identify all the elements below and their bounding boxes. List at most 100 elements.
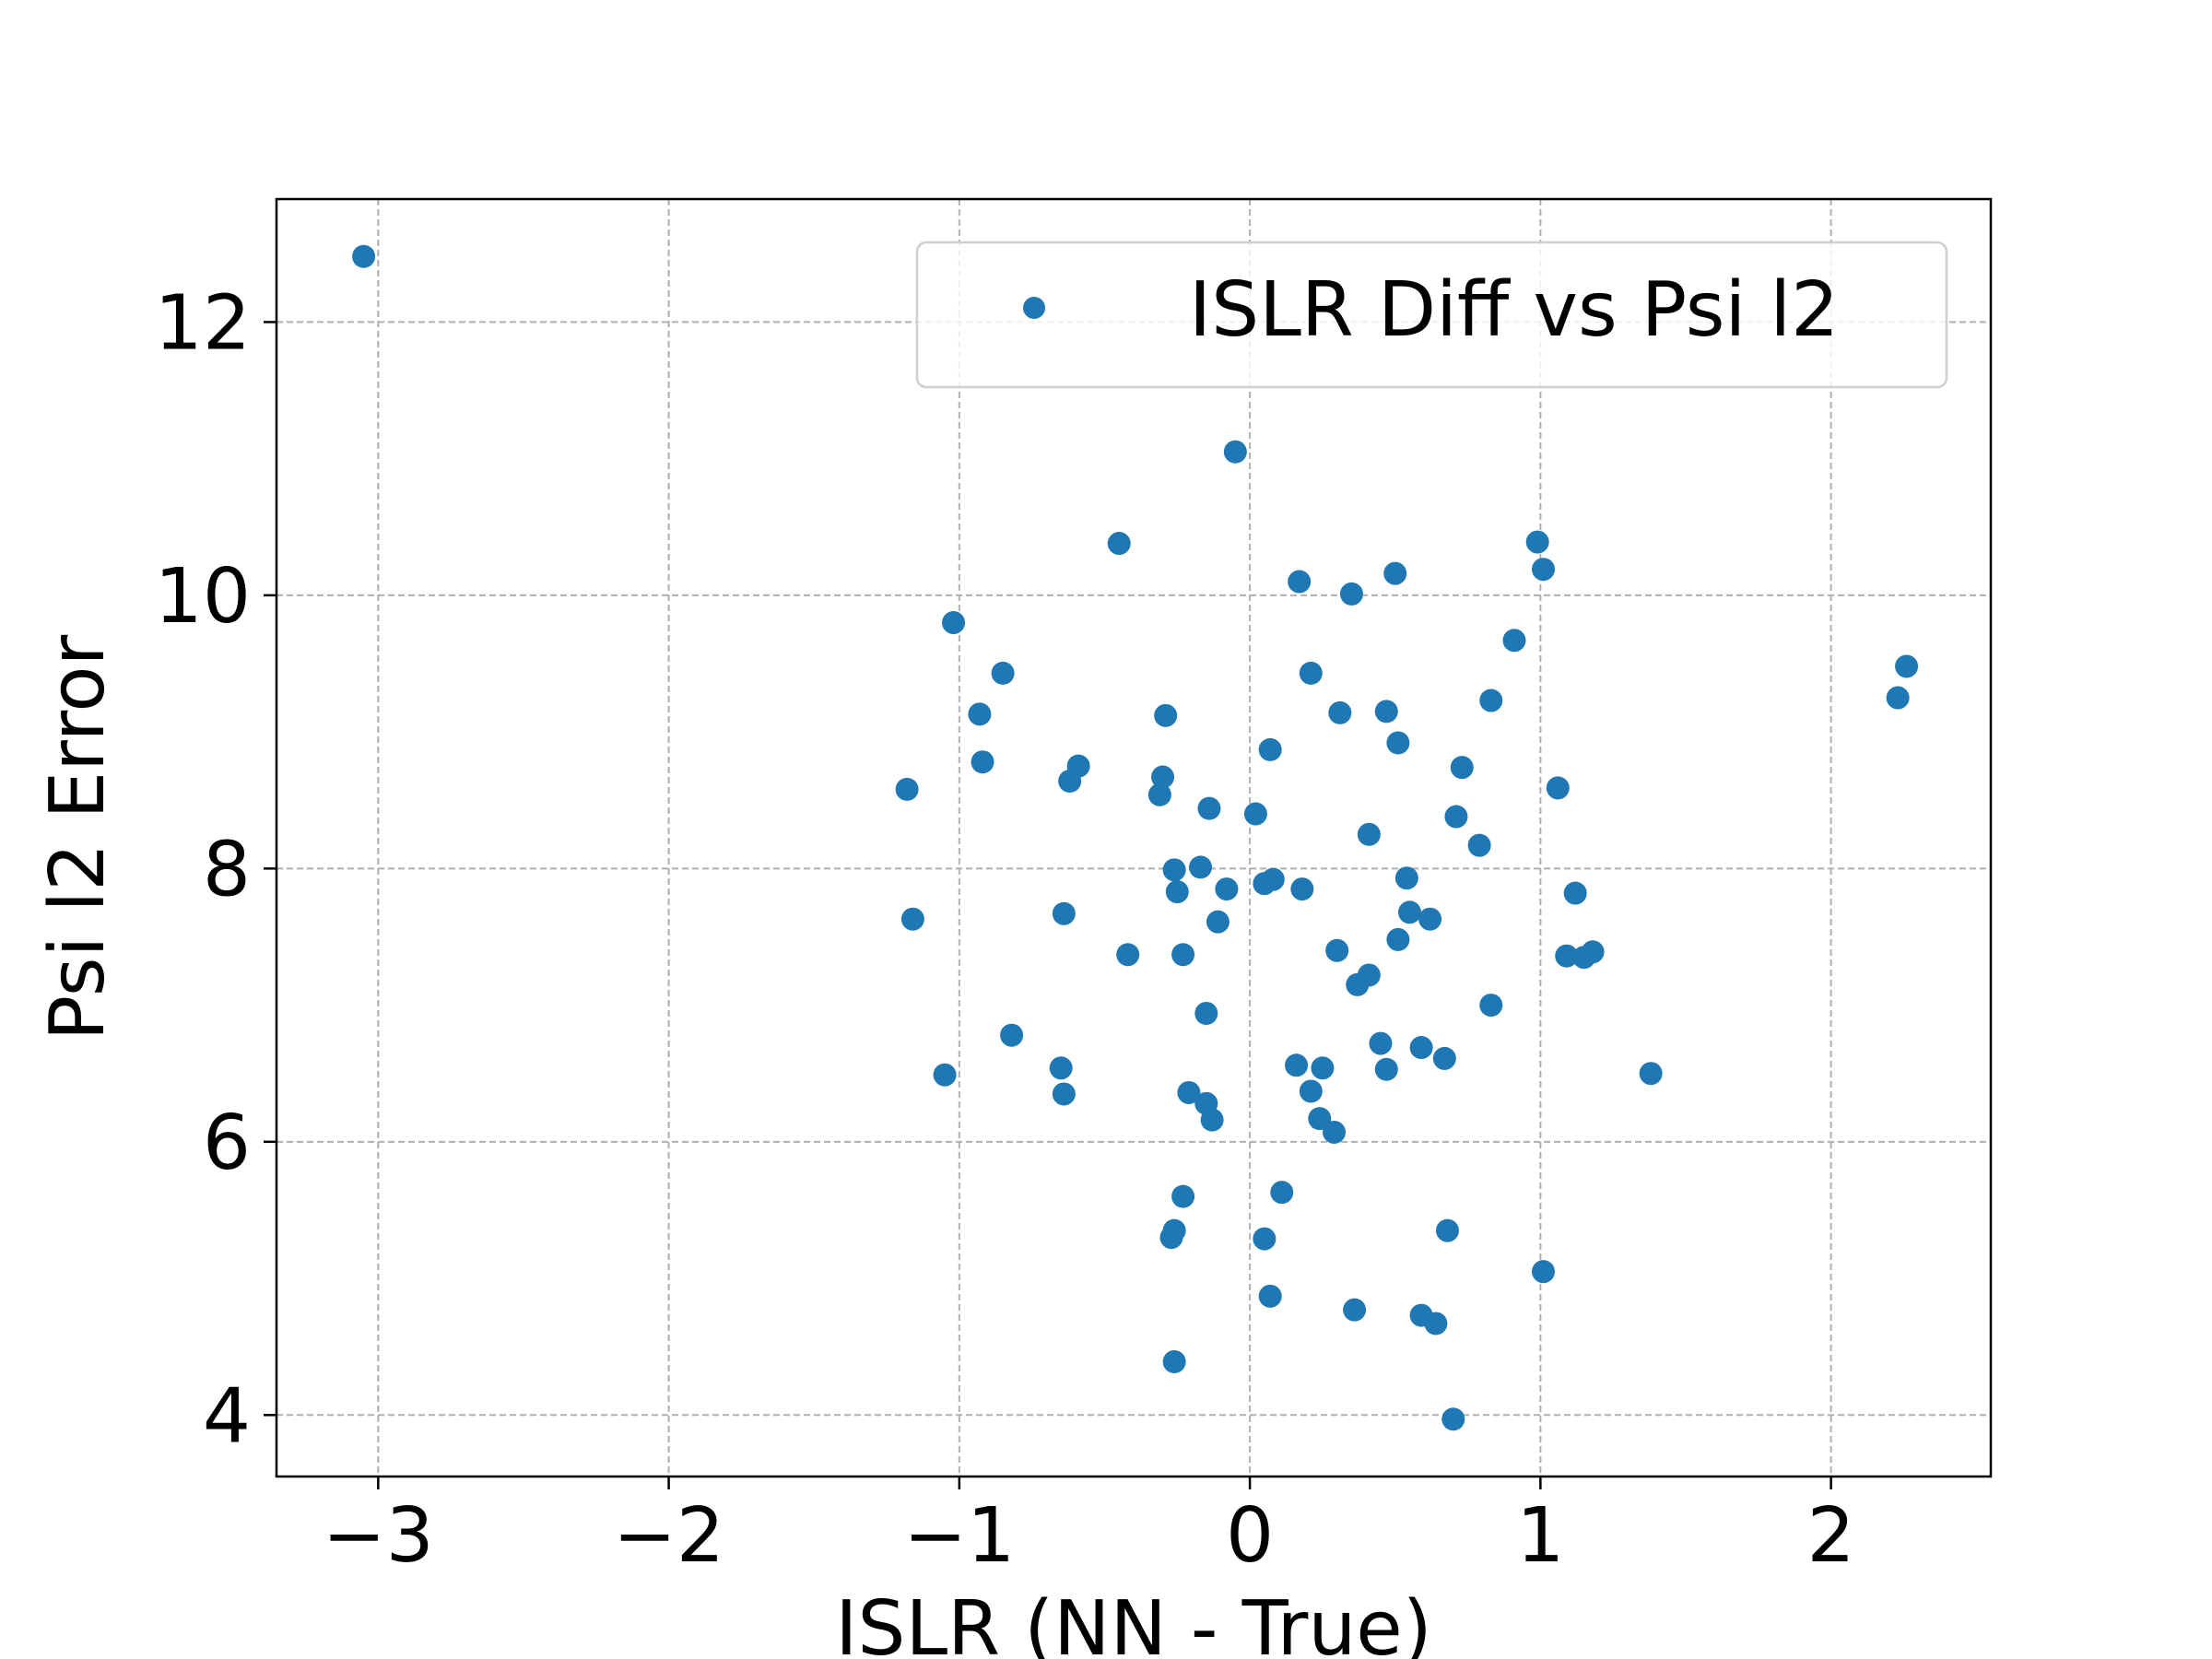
- data-point: [900, 907, 924, 931]
- data-point: [1052, 1082, 1076, 1106]
- data-point: [1194, 1001, 1218, 1025]
- data-point: [1058, 769, 1082, 793]
- data-point: [1546, 776, 1570, 800]
- data-point: [1374, 1057, 1398, 1081]
- data-point: [1479, 688, 1503, 712]
- data-point: [1258, 1284, 1282, 1308]
- data-point: [1189, 855, 1213, 879]
- data-point: [1147, 782, 1171, 806]
- data-point: [1409, 1036, 1433, 1060]
- data-point: [1418, 907, 1442, 931]
- x-tick-label: −2: [613, 1492, 724, 1580]
- data-point: [1374, 700, 1398, 724]
- legend-marker: [1023, 297, 1045, 319]
- data-point: [971, 750, 994, 774]
- data-points: [352, 244, 1919, 1431]
- data-point: [1532, 1260, 1556, 1284]
- data-point: [1116, 943, 1140, 967]
- data-point: [1223, 440, 1247, 464]
- data-point: [1159, 1226, 1183, 1250]
- data-point: [1299, 1079, 1323, 1103]
- data-point: [1171, 1184, 1195, 1208]
- x-tick-label: 1: [1516, 1492, 1564, 1580]
- data-point: [1441, 1407, 1465, 1431]
- data-point: [1325, 938, 1349, 962]
- plot-frame: [275, 197, 1993, 1478]
- data-point: [1525, 530, 1549, 554]
- data-point: [1107, 532, 1131, 556]
- data-point: [1581, 940, 1605, 964]
- data-point: [1895, 654, 1919, 678]
- data-point: [1323, 1120, 1347, 1144]
- data-point: [1052, 901, 1076, 925]
- data-point: [1502, 629, 1526, 653]
- data-point: [1339, 582, 1363, 606]
- data-point: [1290, 877, 1314, 901]
- data-point: [1328, 700, 1352, 724]
- data-point: [1288, 570, 1312, 594]
- data-point: [1343, 1298, 1367, 1322]
- data-point: [1258, 737, 1282, 761]
- data-point: [1357, 822, 1381, 846]
- y-tick-label: 10: [155, 553, 251, 641]
- y-tick-label: 4: [203, 1372, 251, 1460]
- y-tick-label: 6: [203, 1100, 251, 1187]
- data-point: [1308, 1107, 1332, 1131]
- x-axis-label: ISLR (NN - True): [835, 1585, 1432, 1659]
- y-tick-label: 8: [203, 826, 251, 913]
- data-point: [1299, 661, 1323, 685]
- data-point: [1563, 881, 1587, 905]
- data-point: [1162, 858, 1186, 882]
- x-tick-label: 0: [1226, 1492, 1274, 1580]
- x-tick-label: −1: [903, 1492, 1015, 1580]
- data-point: [1435, 1218, 1459, 1242]
- data-point: [942, 611, 966, 635]
- data-point: [1383, 561, 1407, 585]
- data-point: [352, 244, 376, 268]
- data-point: [1479, 994, 1503, 1018]
- legend-label: ISLR Diff vs Psi l2: [1189, 266, 1839, 354]
- data-point: [1197, 796, 1221, 820]
- data-point: [1555, 944, 1579, 968]
- data-point: [1639, 1062, 1663, 1086]
- data-point: [1000, 1023, 1024, 1047]
- data-point: [1200, 1108, 1224, 1132]
- data-point: [1369, 1031, 1393, 1055]
- data-point: [1049, 1056, 1073, 1080]
- data-point: [1450, 756, 1474, 780]
- legend: ISLR Diff vs Psi l2: [915, 241, 1948, 389]
- data-point: [1206, 910, 1230, 934]
- data-point: [1215, 877, 1239, 901]
- data-point: [1165, 880, 1189, 904]
- legend-box: [915, 241, 1948, 389]
- data-point: [1154, 703, 1178, 727]
- data-point: [1243, 802, 1267, 826]
- data-point: [1532, 558, 1556, 582]
- data-point: [933, 1063, 957, 1087]
- data-point: [1151, 765, 1175, 789]
- data-point: [991, 661, 1015, 685]
- data-point: [1386, 731, 1410, 755]
- data-point: [1397, 900, 1421, 924]
- data-point: [968, 702, 992, 726]
- x-tick-label: 2: [1807, 1492, 1855, 1580]
- data-point: [1253, 1227, 1277, 1251]
- data-point: [1386, 927, 1410, 951]
- grid-lines: [276, 199, 1991, 1477]
- data-point: [1253, 872, 1277, 896]
- data-point: [1424, 1312, 1448, 1335]
- y-tick-label: 12: [155, 279, 251, 367]
- data-point: [1311, 1056, 1335, 1080]
- data-point: [1171, 943, 1195, 967]
- data-point: [1432, 1046, 1456, 1070]
- data-point: [1346, 972, 1370, 996]
- data-point: [895, 777, 919, 801]
- data-point: [1270, 1181, 1294, 1205]
- data-point: [1886, 686, 1910, 710]
- data-point: [1162, 1349, 1186, 1373]
- data-point: [1444, 805, 1468, 829]
- data-point: [1394, 866, 1418, 890]
- data-point: [1177, 1080, 1201, 1104]
